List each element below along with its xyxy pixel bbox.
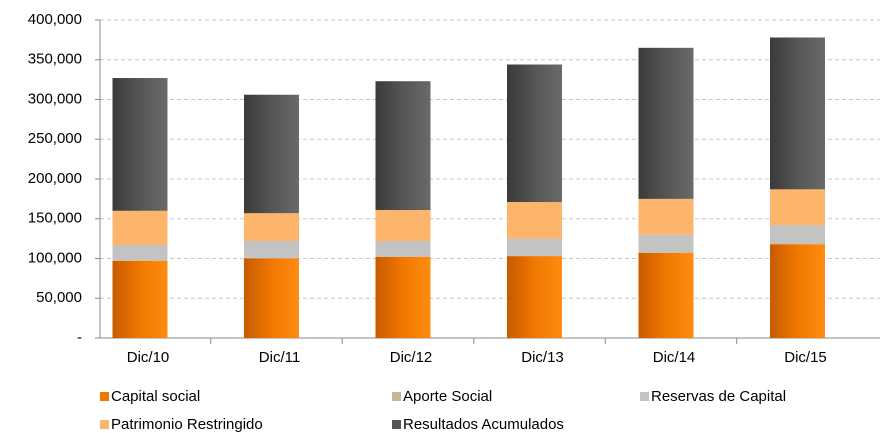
bar-segment [112,260,168,261]
bar-segment [375,256,431,257]
legend-swatch [392,420,401,429]
bar-segment [507,202,562,239]
y-tick-label: 200,000 [28,170,82,187]
bar-segment [638,198,694,235]
x-tick-label: Dic/12 [390,349,433,366]
bar-segment [244,241,299,258]
y-tick-label: - [77,329,82,346]
bar-segment [770,225,825,244]
x-tick-label: Dic/13 [521,349,564,366]
bar-segment [244,258,299,338]
bar-segment [244,257,299,259]
bar-segment [507,238,562,256]
legend-swatch [100,420,109,429]
y-tick-label: 400,000 [28,11,82,28]
bar-segment [770,243,825,245]
legend-label: Reservas de Capital [651,388,786,405]
bar-segment [638,234,694,253]
bar-segment [638,47,694,199]
y-tick-label: 50,000 [36,289,82,306]
y-tick-label: 150,000 [28,210,82,227]
bar-segment [638,252,694,338]
bar-segment [770,189,825,226]
y-tick-label: 250,000 [28,130,82,147]
x-tick-label: Dic/11 [259,349,300,366]
bar-segment [507,255,562,257]
bar-segment [112,260,168,338]
legend-swatch [392,392,401,401]
legend-label: Aporte Social [403,388,492,405]
y-tick-label: 350,000 [28,51,82,68]
x-tick-label: Dic/10 [127,349,170,366]
legend-label: Resultados Acumulados [403,416,564,433]
bar-segment [112,210,168,245]
x-tick-label: Dic/14 [653,349,696,366]
bar-segment [112,244,168,261]
bar-segment [770,37,825,190]
bar-segment [112,78,168,211]
bar-segment [244,94,299,214]
legend-swatch [640,392,649,401]
bar-segment [375,81,431,211]
bar-segment [244,213,299,242]
legend-label: Capital social [111,388,200,405]
bar-segment [507,256,562,338]
bar-segment [770,244,825,338]
bar-segment [375,256,431,338]
legend-label: Patrimonio Restringido [111,416,263,433]
y-tick-label: 100,000 [28,249,82,266]
bar-segment [375,241,431,257]
bar-segment [507,64,562,203]
bar-segment [638,252,694,253]
x-tick-label: Dic/15 [784,349,827,366]
y-tick-label: 300,000 [28,90,82,107]
legend-swatch [100,392,109,401]
bar-segment [375,210,431,242]
